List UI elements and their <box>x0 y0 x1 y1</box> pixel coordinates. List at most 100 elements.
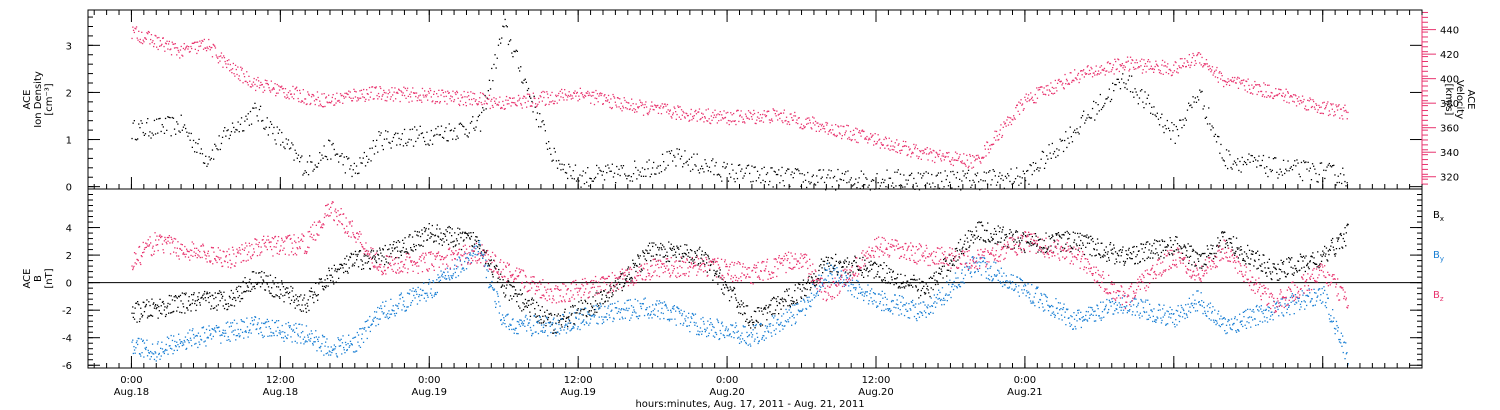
data-point <box>495 264 497 267</box>
data-point <box>514 51 516 53</box>
data-point <box>415 249 417 251</box>
data-point <box>650 173 653 175</box>
data-point <box>198 138 200 140</box>
data-point <box>356 100 358 102</box>
data-point <box>1265 172 1267 174</box>
data-point <box>502 279 504 281</box>
data-point <box>1053 150 1056 153</box>
data-point <box>313 291 316 293</box>
data-point <box>963 243 965 245</box>
data-point <box>664 248 666 250</box>
data-point <box>675 256 677 258</box>
data-point <box>724 117 726 119</box>
data-point <box>1065 131 1067 133</box>
data-point <box>1031 236 1033 238</box>
data-point <box>661 153 664 155</box>
data-point <box>552 102 555 105</box>
data-point <box>561 92 564 94</box>
data-point <box>244 120 246 122</box>
data-point <box>520 104 523 106</box>
data-point <box>326 158 329 161</box>
data-point <box>795 122 797 124</box>
data-point <box>1253 157 1256 159</box>
data-point <box>968 246 970 249</box>
data-point <box>1343 240 1346 242</box>
data-point <box>447 140 449 142</box>
data-point <box>898 285 901 288</box>
data-point <box>134 27 136 29</box>
data-point <box>488 94 491 96</box>
data-point <box>270 292 272 295</box>
data-point <box>987 222 989 224</box>
data-point <box>234 131 236 133</box>
data-point <box>409 93 411 95</box>
data-point <box>1078 244 1081 246</box>
data-point <box>297 296 299 298</box>
data-point <box>696 120 698 122</box>
data-point <box>1193 250 1195 252</box>
data-point <box>543 91 546 93</box>
data-point <box>1201 90 1203 93</box>
data-point <box>529 94 531 96</box>
data-point <box>1179 66 1181 69</box>
data-point <box>779 298 782 300</box>
data-point <box>1109 243 1111 246</box>
data-point <box>1320 162 1323 164</box>
data-point <box>411 128 414 130</box>
data-point <box>1202 108 1204 110</box>
data-point <box>977 235 979 237</box>
data-point <box>1272 97 1275 100</box>
data-point <box>964 173 966 175</box>
data-point <box>577 100 579 102</box>
data-point <box>800 126 802 128</box>
data-point <box>358 97 360 99</box>
data-point <box>187 309 189 311</box>
data-point <box>1068 82 1070 84</box>
data-point <box>416 100 418 102</box>
data-point <box>1290 95 1292 97</box>
data-point <box>1222 236 1224 238</box>
data-point <box>612 284 615 287</box>
data-point <box>167 116 169 118</box>
data-point <box>1291 169 1294 171</box>
data-point <box>941 155 943 157</box>
data-point <box>425 227 427 230</box>
data-point <box>668 150 670 153</box>
data-point <box>776 110 778 112</box>
data-point <box>1060 237 1063 239</box>
data-point <box>725 112 727 114</box>
data-point <box>883 138 885 141</box>
data-point <box>351 175 353 178</box>
data-point <box>1174 61 1176 63</box>
data-point <box>161 348 164 350</box>
data-point <box>526 302 528 304</box>
data-point <box>600 170 602 172</box>
data-point <box>347 158 349 160</box>
data-point <box>292 287 294 289</box>
data-point <box>1113 90 1115 92</box>
data-point <box>1342 237 1344 240</box>
data-point <box>474 129 476 131</box>
data-point <box>1080 117 1082 119</box>
data-point <box>1281 262 1284 264</box>
data-point <box>1120 65 1122 67</box>
data-point <box>648 112 650 114</box>
data-point <box>157 317 159 319</box>
data-point <box>304 98 306 100</box>
data-point <box>330 279 332 282</box>
data-point <box>867 271 870 273</box>
data-point <box>746 165 749 167</box>
data-point <box>406 87 409 89</box>
data-point <box>494 54 496 56</box>
data-point <box>876 273 878 275</box>
data-point <box>279 289 281 291</box>
data-point <box>167 302 169 305</box>
data-point <box>971 231 973 233</box>
data-point <box>774 309 777 311</box>
data-point <box>178 333 180 335</box>
data-point <box>1132 59 1134 62</box>
data-point <box>334 268 337 270</box>
data-point <box>920 294 922 297</box>
data-point <box>269 274 272 276</box>
data-point <box>418 95 420 97</box>
